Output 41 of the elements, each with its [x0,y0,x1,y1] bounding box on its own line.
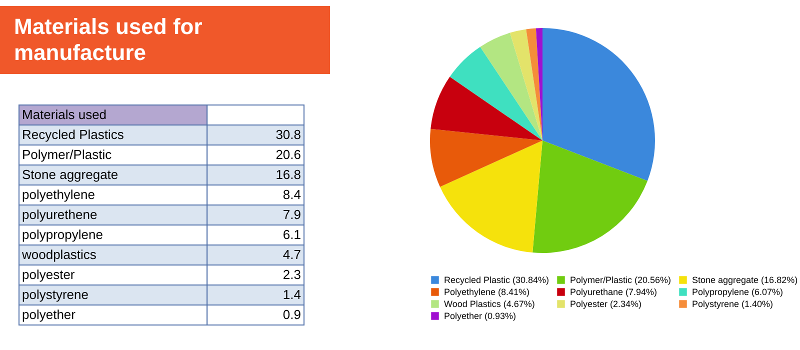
pie-slice [450,46,542,140]
legend-label: Polypropylene (6.07%) [692,287,784,297]
category-label: polypropylene [22,227,103,242]
text: Materials used [22,107,107,122]
legend-label: Stone aggregate (16.82%) [692,275,798,285]
legend-label: Polymer/Plastic (20.56%) [570,275,672,285]
pie-slice [430,76,542,140]
data-label: 8.4 [282,187,301,202]
legend-label: Polyurethane (7.94%) [570,287,658,297]
data-label: 16.8 [276,167,301,182]
data-label: 4.7 [282,247,301,262]
legend-label: Polystyrene (1.40%) [692,299,774,309]
pie-slice [542,28,655,181]
category-label: polyurethene [22,207,98,222]
category-label: polystyrene [22,287,88,302]
data-label: 1.4 [282,287,301,302]
pie-slice [510,29,542,140]
legend-label: Recycled Plastic (30.84%) [444,275,550,285]
pie-slice [440,140,542,253]
data-label: 7.9 [282,207,301,222]
category-label: Recycled Plastics [22,127,124,142]
data-label: 0.9 [282,307,301,322]
pie-slice [532,140,648,253]
legend-label: Wood Plastics (4.67%) [444,299,535,309]
category-label: polyethylene [22,187,95,202]
pie-slice [480,32,542,140]
category-label: woodplastics [21,247,97,262]
pie-slice [526,28,542,140]
data-label: 6.1 [282,227,301,242]
text: Materials used for manufacture [0,6,330,74]
category-label: Stone aggregate [22,167,118,182]
category-label: Polymer/Plastic [22,147,112,162]
data-label: 30.8 [276,127,301,142]
data-label: 20.6 [276,147,301,162]
legend-label: Polyether (0.93%) [444,311,516,321]
legend-label: Polyethylene (8.41%) [444,287,530,297]
data-label: 2.3 [282,267,301,282]
pie-slice [430,128,542,187]
legend-label: Polyester (2.34%) [570,299,642,309]
category-label: polyether [22,307,76,322]
category-label: polyester [22,267,76,282]
